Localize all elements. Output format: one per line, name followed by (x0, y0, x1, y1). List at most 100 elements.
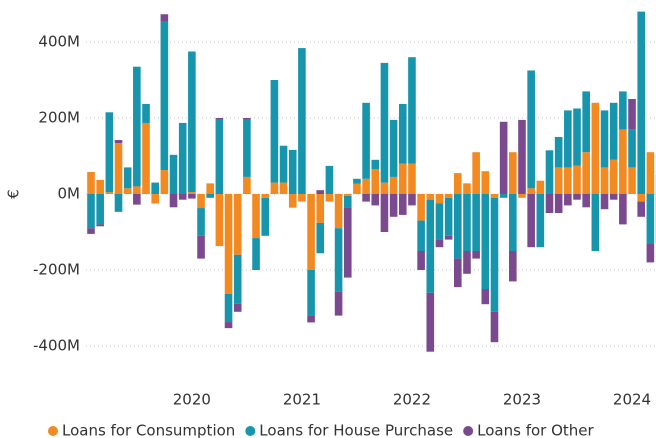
bar-segment (426, 292, 435, 352)
bar-segment (472, 152, 480, 194)
bar-segment (151, 194, 159, 204)
bar-segment (463, 183, 471, 194)
bar-segment (353, 183, 361, 194)
bar-segment (398, 103, 407, 164)
bar-segment (481, 289, 490, 305)
y-axis-label: € (5, 189, 23, 199)
bar-segment (472, 194, 480, 251)
bar-segment (298, 194, 306, 202)
bar-segment (142, 122, 150, 194)
bar-segment (197, 208, 205, 236)
bar-segment (628, 129, 636, 168)
bar-segment (380, 182, 389, 194)
bar-segment (307, 270, 315, 316)
bar-segment (637, 11, 645, 194)
bar-segment (380, 62, 389, 183)
bar-segment (316, 222, 325, 254)
bar-segment (628, 167, 636, 194)
bar-segment (288, 194, 297, 208)
bar-segment (160, 21, 169, 171)
bar-segment (398, 163, 407, 194)
bar-segment (426, 199, 435, 293)
bar-segment (545, 194, 554, 213)
bar-segment (490, 311, 499, 343)
bar-segment (380, 194, 389, 232)
bar-segment (536, 194, 545, 248)
bar-segment (114, 194, 123, 212)
bar-segment (233, 303, 242, 312)
bar-segment (279, 145, 288, 183)
bar-segment (564, 194, 572, 206)
bar-segment (554, 137, 563, 168)
bar-segment (206, 183, 215, 194)
bar-segment (270, 80, 279, 183)
bar-segment (600, 167, 609, 194)
bar-segment (518, 119, 526, 194)
bar-segment (481, 171, 490, 194)
bar-segment (389, 176, 398, 194)
bar-segment (178, 122, 187, 194)
bar-segment (261, 194, 270, 198)
bar-segment (105, 192, 114, 194)
bar-segment (527, 188, 535, 194)
bar-segment (444, 194, 453, 198)
legend-label: Loans for House Purchase (259, 422, 453, 438)
bar-segment (600, 194, 609, 210)
bar-segment (398, 194, 407, 215)
bar-segment (343, 194, 352, 196)
bar-segment (490, 194, 499, 198)
bar-segment (206, 194, 215, 198)
bar-segment (646, 194, 655, 244)
bar-segment (334, 291, 343, 316)
bar-segment (123, 188, 132, 194)
bar-segment (316, 194, 325, 223)
bar-segment (609, 194, 618, 200)
bar-segment (371, 159, 380, 170)
bar-segment (554, 167, 563, 194)
bar-segment (582, 194, 590, 208)
x-tick-label: 2020 (173, 391, 211, 409)
bar-segment (298, 48, 306, 194)
bar-segment (224, 194, 233, 294)
bar-segment (646, 243, 655, 263)
bar-segment (435, 203, 444, 240)
bar-segment (454, 194, 462, 259)
bar-segment (582, 152, 590, 194)
bar-segment (87, 228, 95, 234)
y-tick-label: 400M (38, 33, 80, 51)
bar-segment (307, 315, 315, 323)
bar-segment (527, 194, 535, 248)
y-tick-label: 200M (38, 109, 80, 127)
legend-label: Loans for Other (477, 422, 594, 438)
bar-segment (573, 165, 581, 194)
bar-segment (142, 103, 150, 123)
bar-segment (417, 194, 425, 221)
bar-segment (609, 102, 618, 160)
bar-segment (564, 110, 572, 168)
bar-segment (499, 121, 508, 194)
bar-segment (133, 186, 141, 194)
bar-segment (215, 119, 224, 194)
bar-segment (554, 194, 563, 213)
bar-segment (573, 108, 581, 166)
legend-label: Loans for Consumption (62, 422, 235, 438)
bar-segment (591, 194, 600, 251)
bar-segment (509, 152, 517, 194)
bar-segment (270, 182, 279, 194)
bar-segment (169, 154, 178, 194)
bar-segment (243, 119, 251, 177)
legend-marker (245, 426, 256, 436)
bar-segment (408, 57, 416, 164)
bar-segment (133, 194, 141, 205)
bar-segment (105, 112, 114, 193)
bar-segment (215, 194, 224, 247)
bar-segment (518, 194, 526, 198)
bar-segment (499, 194, 508, 198)
bar-segment (178, 194, 187, 200)
bar-segment (637, 201, 645, 217)
y-tick-label: -400M (33, 337, 80, 355)
bar-segment (371, 169, 380, 194)
bar-segment (444, 235, 453, 240)
bar-segment (545, 150, 554, 194)
